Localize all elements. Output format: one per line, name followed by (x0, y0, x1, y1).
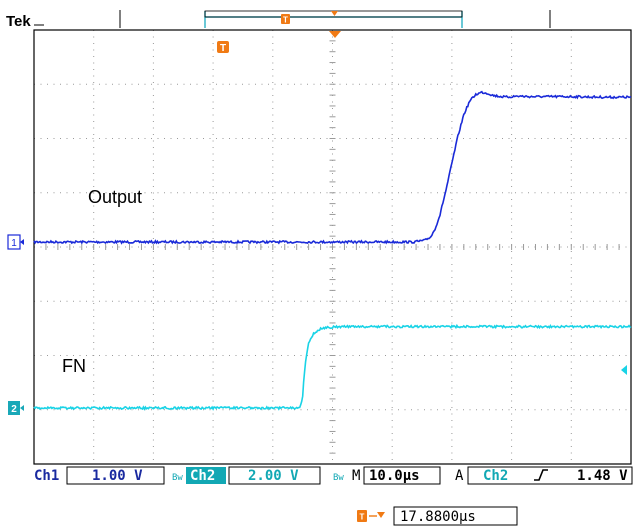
ch2-ground-marker[interactable]: 2 (8, 401, 24, 415)
trigger-position-marker-icon (329, 31, 341, 38)
trigger-position-value[interactable]: 17.8800µs (400, 509, 476, 525)
timebase-label: M (352, 468, 360, 484)
ch2-scale-box (228, 466, 321, 485)
ch2-marker-label: 2 (11, 404, 17, 415)
svg-text:T: T (283, 16, 288, 25)
waveform-output (33, 90, 632, 245)
screen-trigger-icon: T (217, 41, 229, 54)
record-position-marker-icon (331, 11, 338, 16)
waveforms (33, 90, 632, 411)
record-view-bar[interactable] (204, 10, 463, 28)
bandwidth-limit-icon: Bw (172, 473, 183, 483)
ch1-scale-readout[interactable]: 1.00 V (92, 468, 143, 484)
trigger-position-box (393, 506, 518, 526)
trigger-to-marker-icon: T (357, 510, 385, 522)
ch1-scale-box (66, 466, 165, 485)
series-label-output: Output (88, 187, 142, 207)
graticule (33, 29, 632, 465)
trigger-level-arrow-icon[interactable] (621, 365, 627, 375)
brand-label: Tek (6, 13, 31, 30)
ch2-label-box (186, 467, 226, 484)
graticule-frame (33, 29, 632, 465)
waveform-fn (33, 323, 632, 411)
timebase-box (363, 466, 441, 485)
ch1-ground-marker[interactable]: 1 (7, 234, 24, 250)
svg-text:T: T (220, 43, 226, 54)
ch2-scale-readout[interactable]: 2.00 V (248, 468, 299, 484)
record-trigger-icon: T (281, 14, 290, 25)
bandwidth-limit-icon: Bw (333, 473, 344, 483)
rising-edge-icon (534, 469, 548, 481)
trigger-position-readout: T 17.8800µs (357, 506, 518, 526)
trigger-source-readout[interactable]: Ch2 (483, 468, 508, 484)
trigger-level-readout[interactable]: 1.48 V (577, 468, 628, 484)
ch1-readout-label: Ch1 (34, 468, 59, 484)
timebase-readout[interactable]: 10.0µs (369, 468, 420, 484)
series-label-fn: FN (62, 356, 86, 376)
ch1-marker-label: 1 (11, 238, 17, 249)
acquisition-label: A (455, 468, 464, 484)
ch2-readout-label: Ch2 (190, 468, 215, 484)
svg-text:T: T (360, 513, 365, 522)
trigger-box (467, 466, 633, 485)
readout-bar: Ch1 1.00 V Bw Ch2 2.00 V Bw M 10.0µs A C… (34, 466, 633, 485)
